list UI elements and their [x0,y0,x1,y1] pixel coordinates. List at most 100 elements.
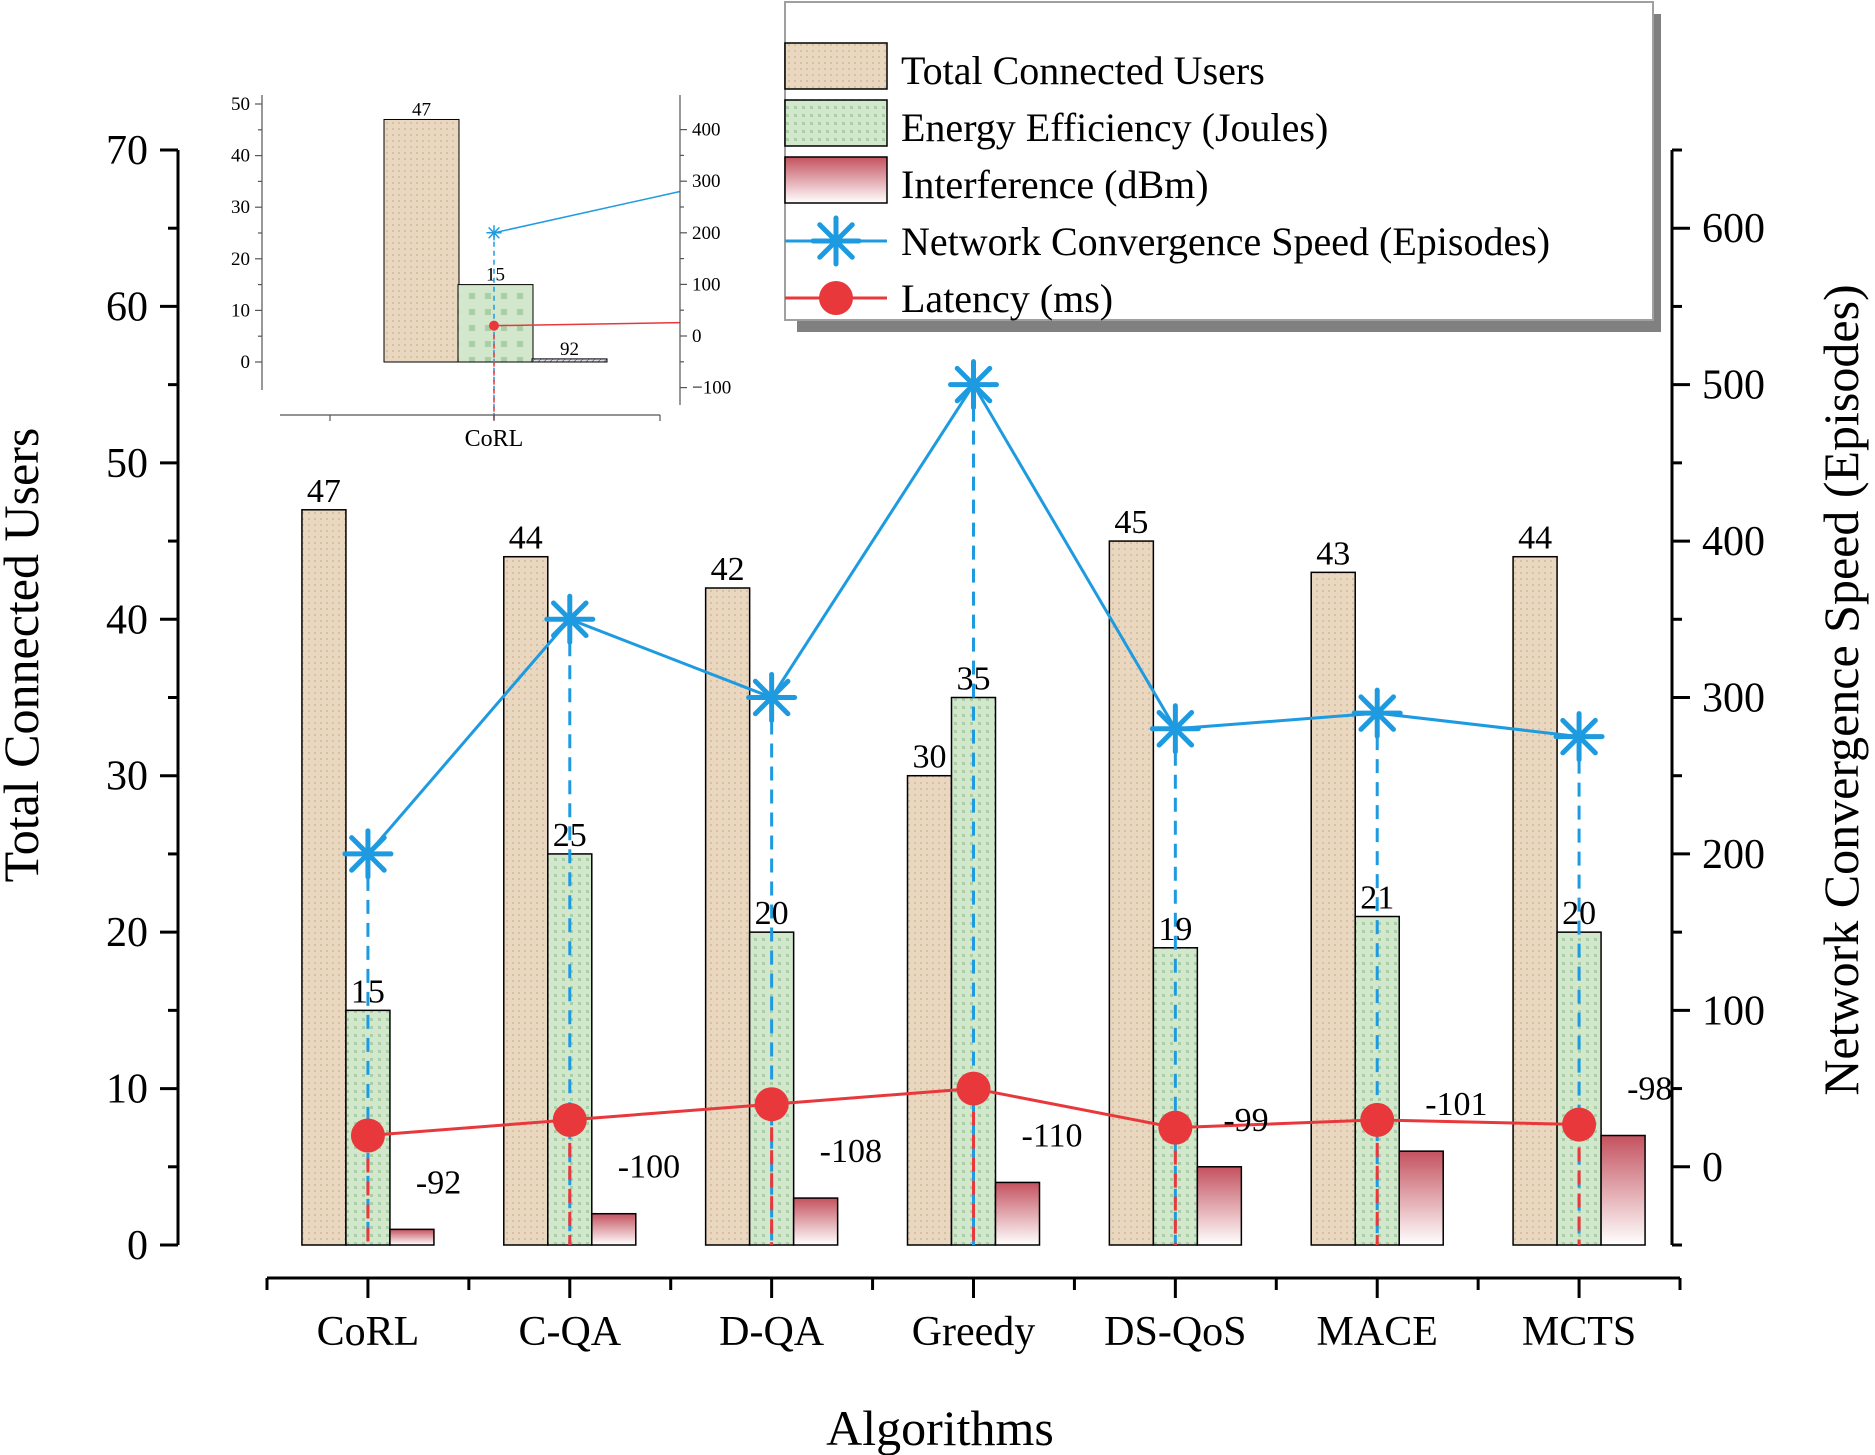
bar-value-label: 47 [307,473,341,510]
inset-y-left-tick-label: 20 [231,249,250,270]
bar-interference-dbm--2 [792,1197,839,1246]
convergence-marker [746,672,798,723]
bar-interference-dbm--6 [1600,1134,1646,1246]
inset-y-right-tick-label: 400 [692,120,721,141]
y-right-tick-label: 400 [1702,519,1765,565]
convergence-marker-stroke [349,835,387,873]
y-left-tick-label: 20 [106,910,148,956]
x-tick-label: MACE [1317,1309,1438,1355]
legend-convergence-marker-stroke [817,222,855,260]
legend-label: Energy Efficiency (Joules) [901,105,1328,150]
bar-value-label: 30 [913,739,947,776]
convergence-marker [1149,703,1201,755]
legend-label: Total Connected Users [901,48,1265,93]
bar-total-connected-users-6 [1512,555,1558,1246]
y-axis-left-title: Total Connected Users [0,428,49,883]
legend-box [784,1,1654,321]
convergence-marker [342,828,394,880]
convergence-marker-stroke [551,600,589,639]
bar-value-label: -98 [1627,1071,1672,1108]
x-tick-label: DS-QoS [1104,1309,1246,1355]
legend: Total Connected Users Energy Efficiency (… [784,1,1661,332]
latency-marker [1562,1107,1597,1142]
inset-category-label: CoRL [465,426,524,452]
inset-y-left-tick-label: 10 [231,300,250,321]
bar-total-connected-users-0 [301,509,347,1246]
latency-marker [1158,1110,1193,1145]
bar-value-label: 42 [711,551,745,588]
x-tick-label: Greedy [912,1309,1036,1355]
inset-convergence-line [493,190,681,234]
convergence-marker-stroke [752,678,791,717]
convergence-marker-stroke [954,365,993,404]
x-axis-title: Algorithms [826,1400,1054,1455]
inset-y-left-tick-label: 0 [241,352,251,373]
bar-energy-efficiency-joules--1 [547,853,593,1246]
legend-swatch [784,42,888,90]
inset-axes: 0 10 20 30 40 50 −100 0 100 200 300 400 [231,94,731,421]
convergence-marker [1553,711,1605,763]
y-right-tick-label: 100 [1702,988,1765,1034]
y-axis-right-title: Network Convergence Speed (Episodes) [1813,284,1869,1095]
convergence-marker-stroke [1560,717,1598,756]
inset-bar-label: 92 [560,339,579,360]
bar-interference-dbm--0 [389,1228,435,1246]
bar-interference-dbm--5 [1398,1150,1444,1246]
legend-swatch [784,99,888,147]
latency-marker [754,1087,789,1122]
bar-value-label: 44 [1518,520,1552,557]
inset-y-right-tick-label: 100 [692,274,721,295]
bar-value-label: -101 [1425,1086,1487,1123]
inset-bar-0 [383,118,460,363]
inset-bar-label: 47 [412,99,431,120]
y-left-tick-label: 70 [106,128,148,174]
latency-marker [350,1118,385,1153]
bar-value-label: 35 [957,661,991,698]
legend-label: Latency (ms) [901,276,1113,321]
x-tick-label: MCTS [1522,1309,1636,1355]
bar-value-label: -99 [1223,1102,1268,1139]
y-left-tick-label: 0 [127,1223,148,1269]
inset-bar-label: 15 [486,265,505,286]
bar-value-label: -100 [618,1149,680,1186]
y-left-tick-label: 10 [106,1067,148,1113]
inset-y-right-tick-label: 0 [692,326,702,347]
legend-label: Interference (dBm) [901,162,1209,207]
bar-value-label: 15 [351,973,385,1010]
convergence-marker [1351,687,1403,739]
inset-y-right-tick-label: 200 [692,223,721,244]
legend-label: Network Convergence Speed (Episodes) [901,219,1550,264]
bar-value-label: 20 [1562,895,1596,932]
inset-latency-marker [489,320,499,331]
latency-marker [552,1102,587,1137]
inset-latency-line [493,321,681,327]
convergence-marker [544,593,596,645]
y-left-tick-label: 30 [106,754,148,800]
inset-y-left-tick-label: 50 [231,94,250,115]
x-tick-label: CoRL [317,1309,420,1355]
bar-value-label: 19 [1158,911,1192,948]
bar-total-connected-users-2 [704,587,751,1246]
bar-interference-dbm--4 [1196,1166,1243,1246]
labels-layer: 47 44 42 30 45 43 44 15 25 20 35 19 21 20 -92 -100 -108 -… [307,473,1672,1202]
convergence-marker-stroke [1358,694,1396,732]
x-tick-label: C-QA [518,1309,621,1355]
legend-latency-marker [819,281,853,315]
y-left-tick-label: 50 [106,441,148,487]
bar-value-label: -92 [416,1164,461,1201]
y-left-tick-label: 60 [106,284,148,330]
convergence-marker [948,359,999,411]
legend-convergence-marker [810,215,862,267]
inset-y-right-tick-label: −100 [692,378,731,399]
inset-y-right-tick-label: 300 [692,171,721,192]
inset-convergence-marker [486,225,502,241]
legend-swatch [784,156,888,204]
bar-total-connected-users-5 [1310,571,1356,1246]
y-right-tick-label: 600 [1702,206,1765,252]
y-right-tick-label: 300 [1702,676,1765,722]
lines-layer [342,359,1605,1153]
bar-value-label: 25 [553,817,587,854]
inset-y-left-tick-label: 40 [231,146,250,167]
